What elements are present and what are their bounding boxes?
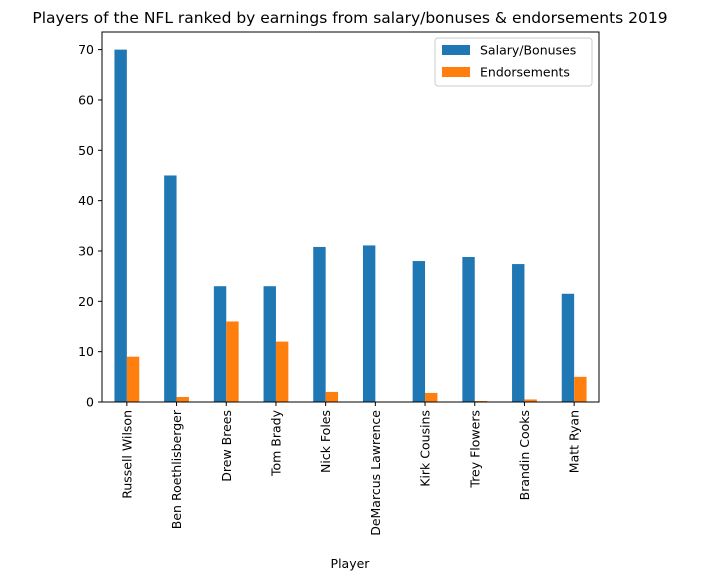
y-tick-label: 40 xyxy=(78,193,94,208)
legend-frame xyxy=(434,37,593,87)
x-tick-label: Nick Foles xyxy=(318,410,333,473)
bar-salary-bonuses-8 xyxy=(512,264,525,402)
y-tick-label: 70 xyxy=(78,42,94,57)
bar-endorsements-9 xyxy=(574,376,587,402)
y-tick-label: 30 xyxy=(78,243,94,258)
bar-endorsements-4 xyxy=(325,391,339,402)
x-tick-label: Kirk Cousins xyxy=(418,410,433,487)
bar-salary-bonuses-7 xyxy=(462,257,475,402)
x-tick-label: Matt Ryan xyxy=(567,410,582,473)
bar-salary-bonuses-5 xyxy=(362,245,376,402)
bar-salary-bonuses-4 xyxy=(313,246,326,402)
legend: Salary/Bonuses Endorsements xyxy=(434,37,593,87)
plot-frame xyxy=(101,31,600,403)
y-axis: 0 10 20 30 40 50 60 70 xyxy=(78,42,102,410)
x-tick-label: Ben Roethlisberger xyxy=(169,409,184,529)
bar-endorsements-3 xyxy=(275,341,289,402)
y-tick-label: 20 xyxy=(78,294,94,309)
bar-salary-bonuses-1 xyxy=(164,175,177,402)
chart-title: Players of the NFL ranked by earnings fr… xyxy=(32,9,667,27)
legend-label-salary: Salary/Bonuses xyxy=(480,43,576,58)
x-tick-label: Brandin Cooks xyxy=(517,410,532,500)
x-tick-label: Tom Brady xyxy=(268,409,283,477)
y-tick-label: 60 xyxy=(78,92,94,107)
bar-salary-bonuses-3 xyxy=(263,286,276,402)
legend-swatch-endorsements xyxy=(442,67,470,77)
x-tick-label: DeMarcus Lawrence xyxy=(368,410,383,536)
legend-label-endorsements: Endorsements xyxy=(480,65,570,80)
x-tick-label: Russell Wilson xyxy=(119,410,134,499)
legend-swatch-salary xyxy=(442,45,470,55)
x-tick-label: Drew Brees xyxy=(219,410,234,482)
x-axis-label: Player xyxy=(331,556,371,571)
bar-salary-bonuses-2 xyxy=(213,286,227,402)
y-tick-label: 0 xyxy=(86,395,94,410)
bar-layer xyxy=(114,49,587,403)
bar-salary-bonuses-9 xyxy=(561,293,575,402)
y-tick-label: 10 xyxy=(78,344,94,359)
bar-endorsements-7 xyxy=(474,400,488,402)
y-tick-label: 50 xyxy=(78,143,94,158)
bar-endorsements-1 xyxy=(176,396,189,402)
bar-endorsements-2 xyxy=(226,321,239,402)
x-tick-label: Trey Flowers xyxy=(467,410,482,489)
bar-endorsements-6 xyxy=(425,392,438,402)
x-axis: Russell Wilson Ben Roethlisberger Drew Bre… xyxy=(119,402,582,536)
bar-endorsements-8 xyxy=(524,399,537,402)
bar-endorsements-0 xyxy=(126,356,140,402)
bar-salary-bonuses-0 xyxy=(114,49,127,403)
bar-salary-bonuses-6 xyxy=(412,261,426,402)
